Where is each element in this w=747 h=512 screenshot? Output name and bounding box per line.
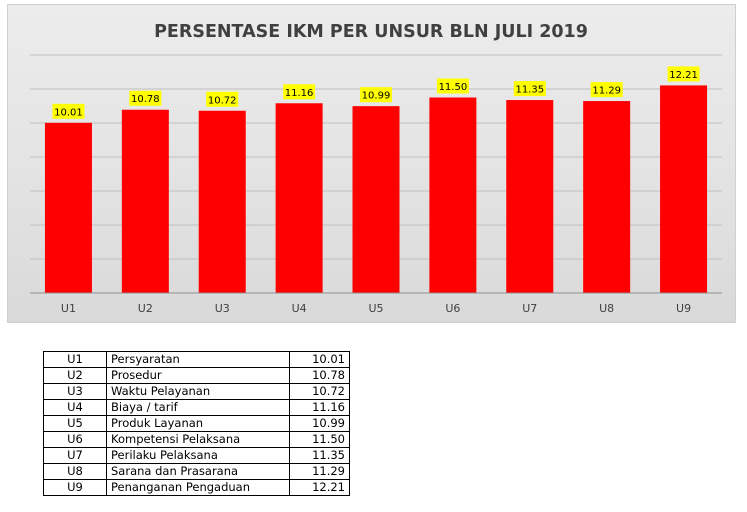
bar-u4 (275, 103, 323, 293)
table-row: U1 Persyaratan 10.01 (43, 351, 350, 368)
data-label-background (590, 82, 623, 98)
unsur-value-cell: 10.72 (289, 383, 350, 400)
bar-u3 (198, 110, 246, 293)
x-tick-label: U1 (61, 302, 76, 315)
bar-u1 (44, 122, 92, 293)
unsur-value-cell: 12.21 (289, 479, 350, 496)
x-tick-label: U8 (599, 302, 614, 315)
table-row: U8 Sarana dan Prasarana 11.29 (43, 463, 350, 480)
unsur-value-cell: 11.29 (289, 463, 350, 480)
data-label-background (667, 66, 700, 82)
table-row: U3 Waktu Pelayanan 10.72 (43, 383, 350, 400)
data-label-background (360, 87, 392, 103)
bar-u6 (429, 97, 477, 293)
unsur-name-cell: Waktu Pelayanan (106, 383, 290, 400)
chart-title: PERSENTASE IKM PER UNSUR BLN JULI 2019 (154, 22, 588, 42)
unsur-code-cell: U3 (43, 383, 107, 400)
bar-u7 (506, 100, 554, 293)
unsur-name-cell: Persyaratan (106, 351, 290, 368)
unsur-value-cell: 10.01 (289, 351, 350, 368)
unsur-name-cell: Prosedur (106, 367, 290, 384)
x-axis-tick-labels: U1 U2 U3 U4 U5 U6 U7 U8 U9 (61, 302, 691, 315)
data-label: 12.21 (669, 70, 698, 81)
unsur-value-cell: 11.35 (289, 447, 350, 464)
data-label: 10.78 (131, 94, 160, 105)
unsur-name-cell: Penanganan Pengaduan (106, 479, 290, 496)
legend-table-body: U1 Persyaratan 10.01 U2 Prosedur 10.78 U3 Waktu… (43, 351, 350, 496)
data-label: 10.72 (208, 95, 237, 106)
bar-u8 (583, 101, 631, 293)
data-label: 11.50 (439, 82, 468, 93)
data-label-background (513, 81, 546, 97)
data-label-background (52, 103, 85, 119)
unsur-name-cell: Produk Layanan (106, 415, 290, 432)
unsur-code-cell: U5 (43, 415, 107, 432)
unsur-value-cell: 10.78 (289, 367, 350, 384)
unsur-name-cell: Sarana dan Prasarana (106, 463, 290, 480)
bars (44, 85, 708, 294)
unsur-code-cell: U4 (43, 399, 107, 416)
unsur-name-cell: Perilaku Pelaksana (106, 447, 290, 464)
bar-u5 (352, 106, 400, 293)
x-tick-label: U3 (215, 302, 230, 315)
data-label-background (283, 84, 316, 100)
x-tick-label: U4 (292, 302, 307, 315)
table-row: U9 Penanganan Pengaduan 12.21 (43, 479, 350, 496)
data-label: 10.99 (362, 91, 391, 102)
data-label: 10.01 (54, 107, 83, 118)
data-label: 11.35 (515, 85, 544, 96)
unsur-name-cell: Kompetensi Pelaksana (106, 431, 290, 448)
chart-area: PERSENTASE IKM PER UNSUR BLN JULI 2019 1… (7, 4, 736, 323)
bar-u2 (121, 109, 169, 294)
data-label: 11.29 (592, 86, 621, 97)
legend-table: U1 Persyaratan 10.01 U2 Prosedur 10.78 U3 Waktu… (43, 351, 350, 496)
unsur-name-cell: Biaya / tarif (106, 399, 290, 416)
unsur-code-cell: U2 (43, 367, 107, 384)
x-tick-label: U7 (522, 302, 537, 315)
data-label: 11.16 (285, 88, 314, 99)
unsur-code-cell: U9 (43, 479, 107, 496)
x-tick-label: U5 (368, 302, 383, 315)
unsur-code-cell: U8 (43, 463, 107, 480)
x-tick-label: U6 (445, 302, 460, 315)
table-row: U7 Perilaku Pelaksana 11.35 (43, 447, 350, 464)
unsur-code-cell: U7 (43, 447, 107, 464)
unsur-value-cell: 10.99 (289, 415, 350, 432)
data-labels: 10.01 10.78 10.72 11.16 10.99 11.50 11.35 11.29… (52, 66, 700, 119)
unsur-value-cell: 11.16 (289, 399, 350, 416)
table-row: U2 Prosedur 10.78 (43, 367, 350, 384)
table-row: U6 Kompetensi Pelaksana 11.50 (43, 431, 350, 448)
unsur-value-cell: 11.50 (289, 431, 350, 448)
x-tick-label: U2 (138, 302, 153, 315)
bar-chart: PERSENTASE IKM PER UNSUR BLN JULI 2019 1… (30, 22, 722, 315)
unsur-code-cell: U1 (43, 351, 107, 368)
data-label-background (129, 90, 162, 106)
table-row: U5 Produk Layanan 10.99 (43, 415, 350, 432)
bar-u9 (660, 85, 708, 294)
data-label-background (206, 91, 239, 107)
table-row: U4 Biaya / tarif 11.16 (43, 399, 350, 416)
unsur-code-cell: U6 (43, 431, 107, 448)
data-label-background (436, 78, 469, 94)
x-tick-label: U9 (676, 302, 691, 315)
